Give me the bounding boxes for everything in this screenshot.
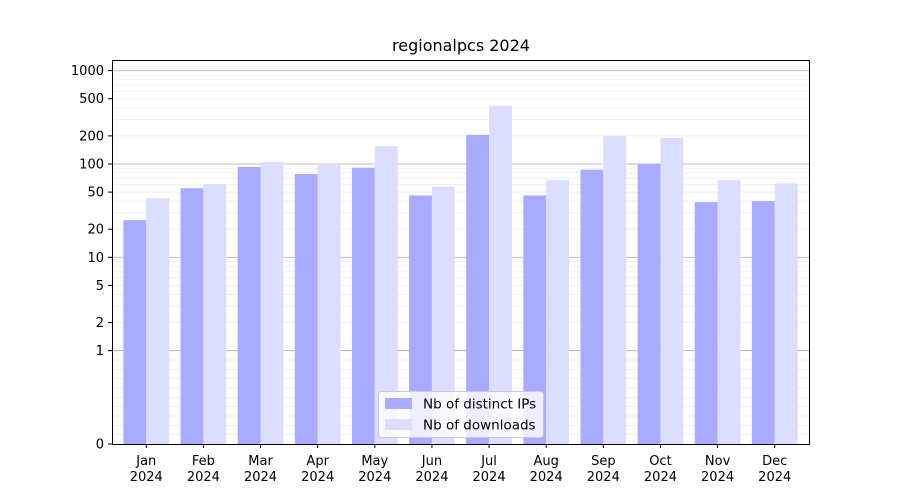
y-tick-label: 50	[87, 186, 104, 201]
y-tick-label: 20	[87, 223, 104, 238]
bar-distinct-ips-sep	[580, 169, 604, 444]
y-tick-label: 1	[96, 344, 104, 359]
bar-distinct-ips-dec	[751, 201, 775, 444]
x-tick-label: Oct 2024	[644, 454, 677, 485]
bar-distinct-ips-aug	[523, 195, 547, 444]
bar-downloads-jun	[431, 186, 455, 444]
bar-downloads-jul	[489, 105, 512, 444]
legend: Nb of distinct IPs Nb of downloads	[378, 391, 544, 438]
y-tick-label: 1000	[71, 64, 104, 79]
y-tick-label: 500	[79, 92, 104, 107]
bar-downloads-mar	[260, 161, 284, 444]
y-tick-label: 10	[87, 251, 104, 266]
bar-downloads-may	[374, 146, 398, 444]
bar-downloads-dec	[774, 183, 798, 444]
bar-downloads-sep	[603, 135, 627, 444]
legend-box	[378, 391, 544, 438]
bar-distinct-ips-may	[351, 167, 375, 445]
x-tick-label: Jul 2024	[473, 454, 506, 485]
bar-distinct-ips-jul	[466, 134, 490, 444]
bar-downloads-jan	[146, 198, 170, 444]
x-tick-label: Jun 2024	[415, 454, 448, 485]
bar-downloads-oct	[660, 137, 684, 445]
x-axis: Jan 2024 Feb 2024 Mar 2024 Apr 2024 May 2024 Jun 20…	[130, 444, 791, 485]
bars-layer	[123, 105, 798, 445]
y-axis: 0 1 2 5 10 20 50 100 200 500 1000	[71, 64, 112, 453]
legend-label-downloads: Nb of downloads	[423, 418, 536, 434]
legend-swatch-distinct-ips	[385, 398, 412, 409]
x-tick-label: May 2024	[358, 454, 391, 485]
x-tick-label: Sep 2024	[587, 454, 620, 485]
grid-layer	[112, 70, 809, 436]
legend-label-distinct-ips: Nb of distinct IPs	[423, 397, 536, 413]
bar-distinct-ips-mar	[237, 166, 261, 445]
y-tick-label: 2	[96, 316, 104, 331]
y-tick-label: 100	[79, 157, 104, 172]
bar-distinct-ips-apr	[294, 174, 318, 444]
y-tick-label: 0	[96, 438, 104, 453]
bar-distinct-ips-oct	[637, 164, 661, 445]
bar-distinct-ips-nov	[694, 202, 718, 444]
x-tick-label: Apr 2024	[301, 454, 334, 485]
bar-distinct-ips-feb	[180, 188, 204, 444]
bar-downloads-nov	[717, 180, 741, 445]
x-tick-label: Mar 2024	[244, 454, 277, 485]
plot-frame	[112, 60, 810, 445]
bar-distinct-ips-jun	[409, 195, 432, 444]
bar-downloads-aug	[546, 180, 570, 445]
y-tick-label: 5	[96, 279, 104, 294]
y-tick-label: 200	[79, 129, 104, 144]
bar-distinct-ips-jan	[123, 220, 147, 444]
legend-swatch-downloads	[385, 419, 412, 430]
x-tick-label: Aug 2024	[530, 454, 563, 485]
chart-title: regionalpcs 2024	[392, 36, 530, 55]
bar-downloads-feb	[203, 184, 227, 444]
x-tick-label: Dec 2024	[758, 454, 791, 485]
bar-downloads-apr	[317, 163, 341, 445]
x-tick-label: Jan 2024	[130, 454, 163, 485]
x-tick-label: Feb 2024	[187, 454, 220, 485]
x-tick-label: Nov 2024	[701, 454, 734, 485]
